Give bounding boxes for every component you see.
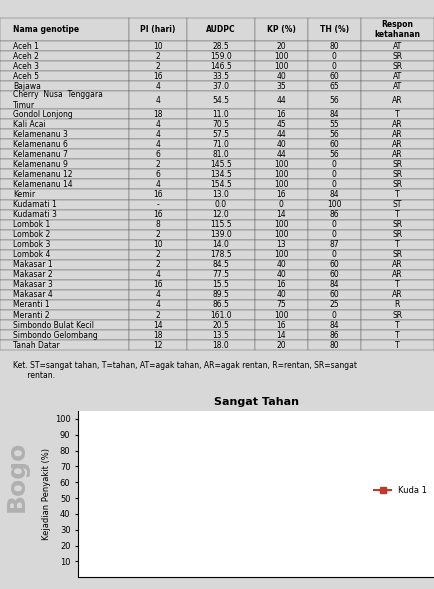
Title: Sangat Tahan: Sangat Tahan bbox=[214, 398, 299, 408]
Text: Ket. ST=sangat tahan, T=tahan, AT=agak tahan, AR=agak rentan, R=rentan, SR=sanga: Ket. ST=sangat tahan, T=tahan, AT=agak t… bbox=[13, 361, 357, 380]
Legend: Kuda 1: Kuda 1 bbox=[371, 483, 430, 499]
Text: Bogo: Bogo bbox=[4, 441, 28, 512]
Y-axis label: Kejadian Penyakit (%): Kejadian Penyakit (%) bbox=[42, 448, 51, 540]
